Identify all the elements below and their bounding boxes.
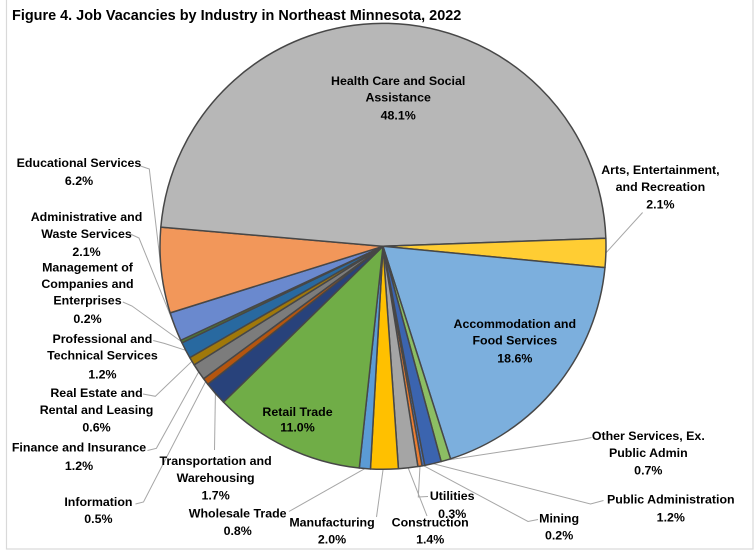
svg-text:0.2%: 0.2% (545, 528, 573, 542)
svg-text:Accommodation and: Accommodation and (454, 317, 577, 331)
svg-text:Retail Trade: Retail Trade (262, 405, 332, 419)
svg-text:1.7%: 1.7% (201, 489, 229, 503)
svg-text:0.8%: 0.8% (224, 524, 252, 538)
svg-text:Warehousing: Warehousing (177, 471, 255, 485)
svg-text:6.2%: 6.2% (65, 174, 93, 188)
svg-text:Health Care and Social: Health Care and Social (331, 74, 465, 88)
svg-text:2.1%: 2.1% (646, 198, 674, 212)
svg-text:Construction: Construction (392, 516, 469, 530)
svg-text:18.6%: 18.6% (497, 352, 532, 366)
svg-text:Finance and Insurance: Finance and Insurance (12, 441, 146, 455)
svg-text:Public Admin: Public Admin (609, 446, 688, 460)
svg-text:0.6%: 0.6% (82, 420, 110, 434)
svg-text:Figure 4. Job Vacancies by Ind: Figure 4. Job Vacancies by Industry in N… (12, 8, 461, 24)
svg-text:0.2%: 0.2% (73, 312, 101, 326)
svg-text:Rental and Leasing: Rental and Leasing (40, 403, 154, 417)
svg-text:Professional and: Professional and (52, 332, 152, 346)
svg-text:Arts, Entertainment,: Arts, Entertainment, (601, 163, 719, 177)
svg-text:Public Administration: Public Administration (607, 493, 735, 507)
svg-text:Utilities: Utilities (430, 489, 475, 503)
svg-text:0.5%: 0.5% (84, 512, 112, 526)
svg-text:2.1%: 2.1% (72, 245, 100, 259)
svg-text:1.2%: 1.2% (88, 367, 116, 381)
svg-text:48.1%: 48.1% (381, 108, 416, 122)
svg-text:1.2%: 1.2% (65, 459, 93, 473)
svg-text:2.0%: 2.0% (318, 532, 346, 546)
svg-text:Real Estate and: Real Estate and (50, 386, 142, 400)
svg-text:Manufacturing: Manufacturing (289, 516, 374, 530)
svg-text:1.2%: 1.2% (657, 511, 685, 525)
svg-text:Transportation and: Transportation and (159, 454, 271, 468)
svg-text:Waste Services: Waste Services (41, 227, 132, 241)
svg-text:Technical Services: Technical Services (47, 349, 158, 363)
svg-text:Other Services, Ex.: Other Services, Ex. (592, 429, 705, 443)
svg-text:and Recreation: and Recreation (616, 180, 706, 194)
svg-text:Wholesale Trade: Wholesale Trade (189, 506, 287, 520)
svg-text:Enterprises: Enterprises (53, 294, 121, 308)
svg-text:Educational Services: Educational Services (17, 156, 142, 170)
svg-text:Mining: Mining (539, 511, 579, 525)
svg-text:Management of: Management of (42, 260, 134, 274)
svg-text:Information: Information (64, 495, 132, 509)
svg-text:Assistance: Assistance (365, 91, 431, 105)
svg-text:Administrative and: Administrative and (31, 210, 143, 224)
svg-text:Companies and: Companies and (41, 277, 133, 291)
svg-text:Food Services: Food Services (472, 334, 557, 348)
svg-text:0.7%: 0.7% (634, 463, 662, 477)
svg-text:0.3%: 0.3% (438, 507, 466, 521)
svg-text:1.4%: 1.4% (416, 532, 444, 546)
svg-text:11.0%: 11.0% (280, 421, 314, 435)
